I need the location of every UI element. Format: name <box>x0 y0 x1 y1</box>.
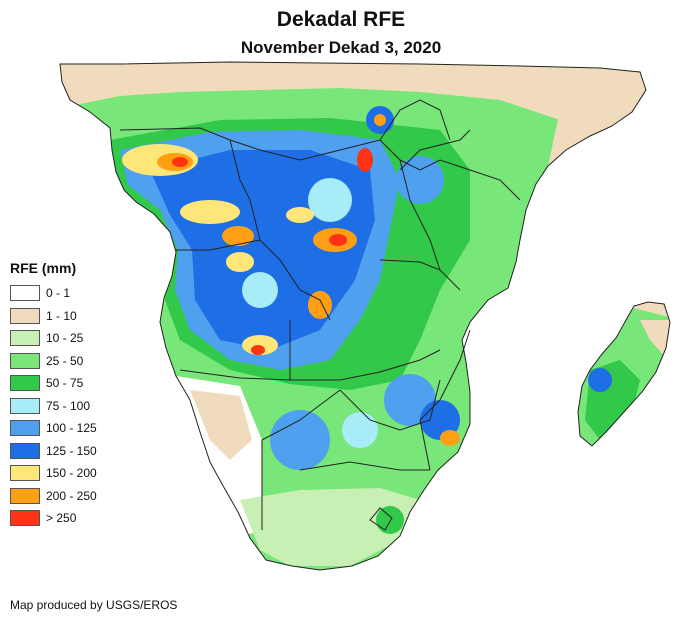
legend-label: 150 - 200 <box>46 466 97 481</box>
legend-swatch <box>10 510 40 527</box>
hot-15 <box>374 114 386 126</box>
rainfall-map <box>59 61 671 571</box>
patch-7 <box>396 156 444 204</box>
hot-8 <box>329 234 347 246</box>
legend-item: 0 - 1 <box>10 282 97 305</box>
legend-label: > 250 <box>46 511 77 526</box>
legend-label: 125 - 150 <box>46 443 97 458</box>
map-credit: Map produced by USGS/EROS <box>10 598 178 612</box>
hot-14 <box>440 430 460 446</box>
hot-3 <box>172 157 188 167</box>
legend-item: 75 - 100 <box>10 395 97 418</box>
patch-2 <box>242 272 278 308</box>
hot-6 <box>226 252 254 272</box>
legend-swatch <box>10 420 40 437</box>
legend-swatch <box>10 330 40 347</box>
legend-swatch <box>10 397 40 414</box>
hot-11 <box>251 345 265 355</box>
south-patch <box>376 506 404 534</box>
legend-swatch <box>10 442 40 459</box>
legend-swatch <box>10 465 40 482</box>
patch-1 <box>308 178 352 222</box>
coastline <box>59 61 671 571</box>
legend-label: 75 - 100 <box>46 398 91 413</box>
map-subtitle: November Dekad 3, 2020 <box>240 38 442 57</box>
map-title: Dekadal RFE <box>276 8 406 31</box>
hot-13 <box>286 207 314 223</box>
legend-item: 50 - 75 <box>10 372 97 395</box>
legend-label: 1 - 10 <box>46 308 77 323</box>
legend-item: 25 - 50 <box>10 350 97 373</box>
madagascar-dry <box>640 320 670 360</box>
patch-6 <box>342 412 378 448</box>
hot-12 <box>357 148 373 172</box>
legend-item: 200 - 250 <box>10 485 97 508</box>
legend: RFE (mm) 0 - 1 1 - 10 10 - 25 25 - 50 50 - 7… <box>10 260 97 530</box>
legend-title: RFE (mm) <box>10 260 77 276</box>
legend-item: 1 - 10 <box>10 305 97 328</box>
legend-item: 100 - 125 <box>10 417 97 440</box>
legend-item: 10 - 25 <box>10 327 97 350</box>
legend-swatch <box>10 352 40 369</box>
dry-north <box>60 62 670 150</box>
country-borders <box>119 99 521 531</box>
legend-label: 100 - 125 <box>46 421 97 436</box>
legend-swatch <box>10 487 40 504</box>
dry-southwest <box>190 390 252 460</box>
legend-label: 200 - 250 <box>46 488 97 503</box>
dry-east <box>540 100 670 320</box>
legend-label: 25 - 50 <box>46 353 84 368</box>
legend-label: 0 - 1 <box>46 286 71 301</box>
south-light-rain <box>240 488 420 566</box>
legend-item: 125 - 150 <box>10 440 97 463</box>
madagascar-core <box>588 368 612 392</box>
rainfall-field <box>60 62 670 570</box>
legend-item: > 250 <box>10 507 97 530</box>
legend-swatch <box>10 307 40 324</box>
hot-5 <box>222 226 254 246</box>
legend-item: 150 - 200 <box>10 462 97 485</box>
legend-swatch <box>10 285 40 302</box>
madagascar-outline <box>577 301 671 447</box>
legend-swatch <box>10 375 40 392</box>
legend-label: 10 - 25 <box>46 331 84 346</box>
hot-4 <box>180 200 240 224</box>
hot-9 <box>308 291 332 319</box>
legend-label: 50 - 75 <box>46 376 84 391</box>
legend-items: 0 - 1 1 - 10 10 - 25 25 - 50 50 - 75 75 - 100… <box>10 282 97 530</box>
patch-3 <box>270 410 330 470</box>
